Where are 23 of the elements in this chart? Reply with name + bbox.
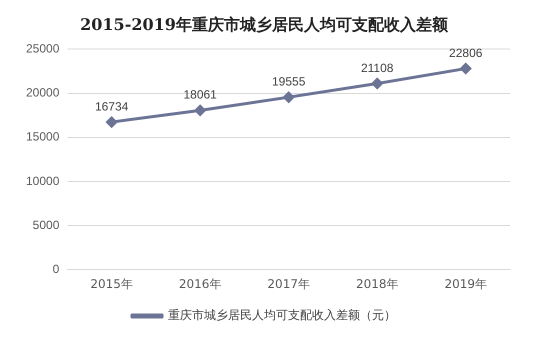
- point: [106, 116, 118, 128]
- point: [283, 92, 294, 103]
- data-label: 19555: [272, 74, 306, 89]
- y-tick-label: 10000: [26, 174, 60, 188]
- y-tick-label: 15000: [26, 130, 60, 144]
- x-tick-label: 2019年: [444, 276, 488, 291]
- x-tick-label: 2017年: [267, 276, 310, 291]
- point: [372, 78, 383, 90]
- y-tick-label: 0: [52, 262, 60, 276]
- data-label: 21108: [360, 60, 394, 75]
- point: [194, 104, 206, 116]
- data-label: 18061: [183, 88, 218, 102]
- x-tick-label: 2018年: [356, 276, 398, 291]
- x-tick-label: 2016年: [178, 276, 222, 291]
- point: [460, 63, 472, 74]
- chart-title: 2015-2019年重庆市城乡居民人均可支配收入差额: [80, 14, 449, 34]
- x-tick-label: 2015年: [90, 276, 133, 291]
- data-label: 16734: [94, 99, 129, 114]
- data-label: 22806: [449, 46, 483, 60]
- y-tick-label: 5000: [32, 218, 60, 232]
- y-tick-label: 20000: [26, 86, 60, 100]
- legend-label: 重庆市城乡居民人均可支配收入差额（元）: [168, 308, 396, 322]
- y-tick-label: 25000: [26, 42, 60, 56]
